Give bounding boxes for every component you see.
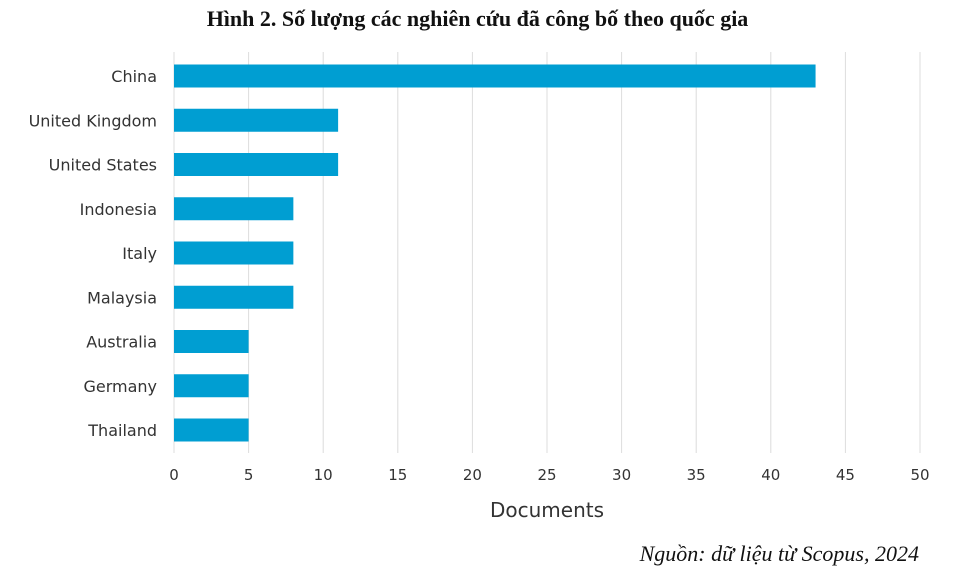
x-tick-label: 5: [244, 466, 254, 484]
category-label: United States: [49, 156, 157, 175]
category-label: Thailand: [87, 421, 157, 440]
bar: [174, 285, 294, 309]
category-label: United Kingdom: [29, 111, 157, 130]
chart-title: Hình 2. Số lượng các nghiên cứu đã công …: [206, 6, 749, 31]
category-label: Germany: [83, 377, 157, 396]
bar: [174, 64, 816, 88]
category-label: Malaysia: [87, 288, 157, 307]
category-label: Australia: [86, 333, 157, 352]
category-label: Italy: [122, 244, 157, 263]
x-tick-label: 25: [537, 466, 556, 484]
bar: [174, 374, 249, 398]
x-tick-label: 35: [687, 466, 706, 484]
bar: [174, 330, 249, 353]
x-tick-label: 10: [314, 466, 333, 484]
x-tick-label: 0: [169, 466, 179, 484]
x-tick-label: 40: [761, 466, 780, 484]
source-note: Nguồn: dữ liệu từ Scopus, 2024: [639, 541, 919, 566]
x-tick-label: 50: [910, 466, 929, 484]
x-tick-label: 20: [463, 466, 482, 484]
category-labels: China United Kingdom United States Indonesi…: [29, 67, 157, 440]
bar: [174, 418, 249, 442]
bar: [174, 241, 294, 265]
category-label: China: [111, 67, 157, 86]
x-tick-label: 30: [612, 466, 631, 484]
bar: [174, 197, 294, 221]
bars: [174, 64, 816, 442]
bar: [174, 153, 339, 176]
bar: [174, 108, 339, 132]
x-tick-label: 15: [388, 466, 407, 484]
x-tick-label: 45: [836, 466, 855, 484]
category-label: Indonesia: [80, 200, 157, 219]
x-tick-labels: 0 5 10 15 20 25 30 35 40 45 50: [169, 466, 929, 484]
x-axis-title: Documents: [490, 498, 604, 522]
